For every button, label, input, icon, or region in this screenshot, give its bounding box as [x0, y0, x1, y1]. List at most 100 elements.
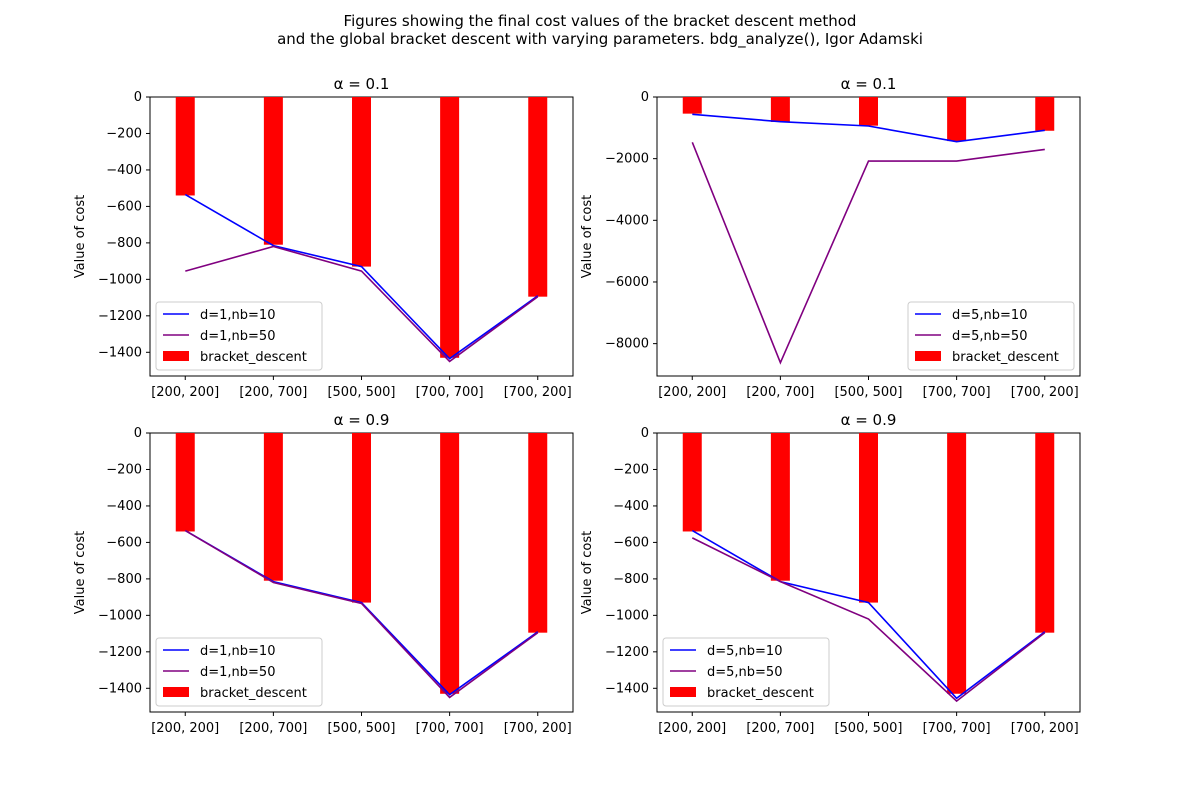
- legend-label: d=1,nb=50: [200, 665, 275, 680]
- y-tick-label: −2000: [605, 152, 649, 167]
- y-tick-label: −1400: [98, 345, 142, 360]
- series-line-d=1,nb=50: [185, 245, 539, 363]
- y-tick-label: −6000: [605, 275, 649, 290]
- y-tick-label: −1000: [98, 272, 142, 287]
- y-tick-label: 0: [641, 90, 649, 105]
- legend-swatch-bracket_descent: [163, 351, 189, 361]
- series-line-d=1,nb=10: [184, 193, 539, 360]
- chart-panel-3: 0 −200 −400 −600 −800 −1000 −1200 −1400 [200, 20…: [73, 411, 574, 736]
- bar-[200, 200]: [175, 433, 195, 532]
- bar-[700, 700]: [440, 97, 460, 358]
- series-line-d=5,nb=10: [692, 113, 1045, 143]
- legend-label: d=5,nb=50: [707, 665, 782, 680]
- y-tick-label: −400: [106, 163, 142, 178]
- y-tick-label: −800: [106, 236, 142, 251]
- x-tick-label: [500, 500]: [327, 721, 395, 736]
- y-axis-label: Value of cost: [73, 195, 88, 278]
- x-tick-label: [700, 700]: [416, 721, 484, 736]
- legend-box: [907, 301, 1075, 371]
- y-axis-label: Value of cost: [580, 531, 595, 614]
- bar-[200, 200]: [175, 97, 195, 196]
- x-tick-label: [200, 700]: [746, 721, 814, 736]
- y-tick-label: −1200: [98, 309, 142, 324]
- x-tick-label: [700, 200]: [504, 721, 572, 736]
- legend-swatch-bracket_descent: [163, 687, 189, 697]
- figure-title: Figures showing the final cost values of…: [0, 12, 1200, 48]
- y-tick-label: −1000: [98, 608, 142, 623]
- y-tick-label: 0: [134, 426, 142, 441]
- y-tick-label: −1200: [98, 645, 142, 660]
- y-tick-label: −600: [106, 535, 142, 550]
- x-tick-label: [700, 700]: [923, 721, 991, 736]
- bar-[500, 500]: [859, 97, 878, 126]
- legend-box: [155, 637, 323, 707]
- legend-swatch-bracket_descent: [670, 687, 696, 697]
- legend-box: [155, 301, 323, 371]
- y-tick-label: −800: [106, 572, 142, 587]
- y-tick-label: −4000: [605, 213, 649, 228]
- legend-label: bracket_descent: [200, 686, 307, 701]
- x-tick-label: [500, 500]: [327, 385, 395, 400]
- bar-[200, 700]: [263, 97, 283, 245]
- x-tick-label: [700, 200]: [1011, 721, 1079, 736]
- legend-label: d=1,nb=50: [200, 329, 275, 344]
- bar-[500, 500]: [352, 97, 371, 267]
- y-tick-label: −600: [106, 199, 142, 214]
- legend: d=1,nb=10 d=1,nb=50 bracket_descent: [155, 637, 323, 707]
- y-tick-label: −8000: [605, 337, 649, 352]
- x-tick-label: [700, 200]: [1011, 385, 1079, 400]
- legend-label: d=1,nb=10: [200, 644, 275, 659]
- bar-[700, 200]: [528, 433, 548, 633]
- chart-panel-2: 0 −2000 −4000 −6000 −8000 [200, 200] [200, 700…: [580, 75, 1081, 400]
- chart-panel-4: 0 −200 −400 −600 −800 −1000 −1200 −1400 [200, 20…: [580, 411, 1081, 736]
- series-line-d=5,nb=50: [691, 537, 1046, 703]
- series-line-d=5,nb=10: [691, 529, 1046, 700]
- x-tick-label: [700, 700]: [416, 385, 484, 400]
- legend: d=5,nb=10 d=5,nb=50 bracket_descent: [907, 301, 1075, 371]
- y-tick-label: −1400: [605, 681, 649, 696]
- figure-title-line-1: Figures showing the final cost values of…: [343, 12, 857, 30]
- x-tick-label: [200, 200]: [151, 721, 219, 736]
- x-tick-label: [700, 200]: [504, 385, 572, 400]
- bar-[500, 500]: [352, 433, 371, 603]
- y-tick-label: −200: [613, 462, 649, 477]
- series-line-d=5,nb=50: [691, 142, 1045, 365]
- legend-label: bracket_descent: [952, 350, 1059, 365]
- bar-[200, 200]: [682, 433, 702, 532]
- legend-label: bracket_descent: [200, 350, 307, 365]
- legend-box: [662, 637, 830, 707]
- legend: d=5,nb=10 d=5,nb=50 bracket_descent: [662, 637, 830, 707]
- y-tick-label: −1400: [98, 681, 142, 696]
- y-tick-label: −800: [613, 572, 649, 587]
- x-tick-label: [500, 500]: [834, 721, 902, 736]
- bar-[700, 200]: [1035, 433, 1055, 633]
- y-tick-label: 0: [641, 426, 649, 441]
- legend-label: d=1,nb=10: [200, 308, 275, 323]
- bar-[700, 700]: [440, 433, 460, 694]
- y-tick-label: −1000: [605, 608, 649, 623]
- bar-[700, 200]: [1035, 97, 1055, 131]
- y-tick-label: −200: [106, 462, 142, 477]
- chart-panel-1: 0 −200 −400 −600 −800 −1000 −1200 −1400 [200, 20…: [73, 75, 574, 400]
- x-tick-label: [200, 200]: [658, 385, 726, 400]
- panel-title: α = 0.9: [841, 411, 897, 429]
- figure-title-line-2: and the global bracket descent with vary…: [277, 30, 923, 48]
- bar-[200, 200]: [682, 97, 702, 114]
- bar-[200, 700]: [770, 97, 790, 122]
- bar-[200, 700]: [770, 433, 790, 581]
- legend-label: d=5,nb=10: [707, 644, 782, 659]
- y-tick-label: −200: [106, 126, 142, 141]
- x-tick-label: [200, 700]: [746, 385, 814, 400]
- x-tick-label: [700, 700]: [923, 385, 991, 400]
- x-tick-label: [200, 200]: [658, 721, 726, 736]
- panel-title: α = 0.1: [334, 75, 390, 93]
- y-tick-label: 0: [134, 90, 142, 105]
- y-tick-label: −1200: [605, 645, 649, 660]
- y-tick-label: −400: [106, 499, 142, 514]
- x-tick-label: [200, 700]: [239, 385, 307, 400]
- bar-[500, 500]: [859, 433, 878, 603]
- series-line-d=1,nb=50: [184, 529, 539, 699]
- bar-[200, 700]: [263, 433, 283, 581]
- legend-swatch-bracket_descent: [915, 351, 941, 361]
